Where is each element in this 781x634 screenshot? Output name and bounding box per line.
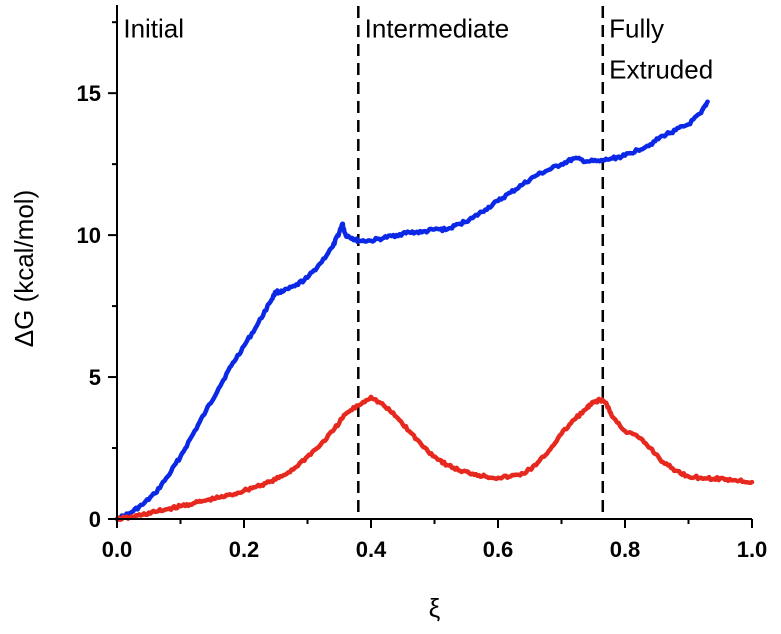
x-axis-title: ξ (429, 593, 441, 623)
x-tick-label: 1.0 (737, 537, 768, 562)
tick-group (108, 21, 753, 528)
y-tick-label: 15 (77, 81, 101, 106)
x-tick-label: 0.0 (102, 537, 133, 562)
series-line-2 (114, 394, 755, 522)
region-label: Intermediate (365, 13, 510, 43)
region-label: Fully (609, 13, 664, 43)
label-group: 0.0 0.2 0.4 0.6 0.8 1.0 0 5 10 15 Initial Intermedi… (77, 13, 768, 562)
y-tick-label: 0 (89, 507, 101, 532)
x-tick-label: 0.4 (356, 537, 387, 562)
x-tick-label: 0.2 (229, 537, 260, 562)
y-tick-label: 10 (77, 223, 101, 248)
plot-area (114, 6, 755, 522)
x-tick-label: 0.8 (610, 537, 641, 562)
region-label: Initial (123, 13, 184, 43)
series-line-1 (114, 99, 710, 522)
x-tick-label: 0.6 (483, 537, 514, 562)
y-axis-title: ΔG (kcal/mol) (9, 190, 39, 348)
region-label: Extruded (609, 55, 713, 85)
y-tick-label: 5 (89, 365, 101, 390)
